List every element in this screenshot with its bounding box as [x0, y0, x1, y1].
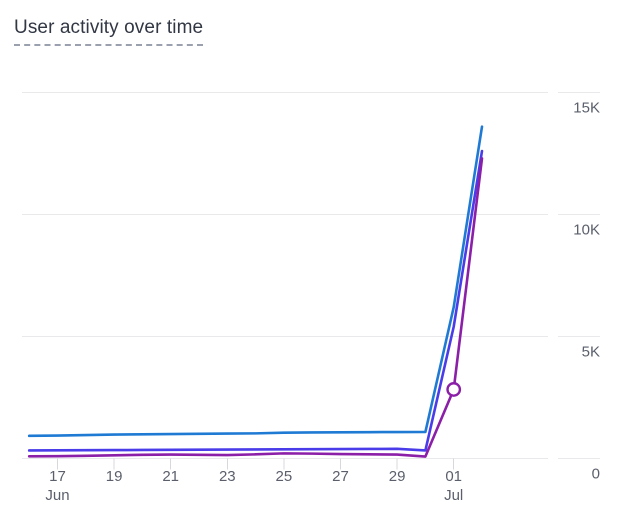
chart-y-axis-labels: 0 5K 10K 15K — [573, 100, 600, 483]
chart-highlight-marker[interactable] — [446, 382, 462, 397]
x-tick-label: 27 — [332, 468, 349, 485]
x-tick-label: 01 — [445, 468, 462, 485]
chart-line-series-2 — [27, 149, 484, 452]
x-tick-label: 23 — [219, 468, 236, 485]
highlight-point-marker[interactable] — [446, 382, 462, 397]
x-tick-label: 19 — [106, 468, 123, 485]
x-tick-month-label: Jun — [45, 487, 69, 504]
chart-line-series-1 — [27, 125, 484, 438]
y-tick-label: 15K — [573, 100, 600, 117]
x-tick-label: 17 — [49, 468, 66, 485]
chart-series-layer — [27, 125, 484, 458]
y-tick-label: 5K — [582, 344, 600, 361]
x-tick-label: 25 — [276, 468, 293, 485]
chart-tick-marks — [57, 458, 455, 470]
y-tick-label: 0 — [592, 466, 600, 483]
x-tick-label: 29 — [389, 468, 406, 485]
x-tick-month-label: Jul — [444, 487, 463, 504]
chart-line-series-3 — [27, 157, 484, 458]
y-tick-label: 10K — [573, 222, 600, 239]
x-tick-label: 21 — [162, 468, 179, 485]
page-title: User activity over time — [14, 17, 204, 46]
chart-gridlines — [22, 92, 600, 459]
chart-x-axis-labels: 17 Jun 19 21 23 25 27 29 01 Jul — [45, 468, 463, 504]
